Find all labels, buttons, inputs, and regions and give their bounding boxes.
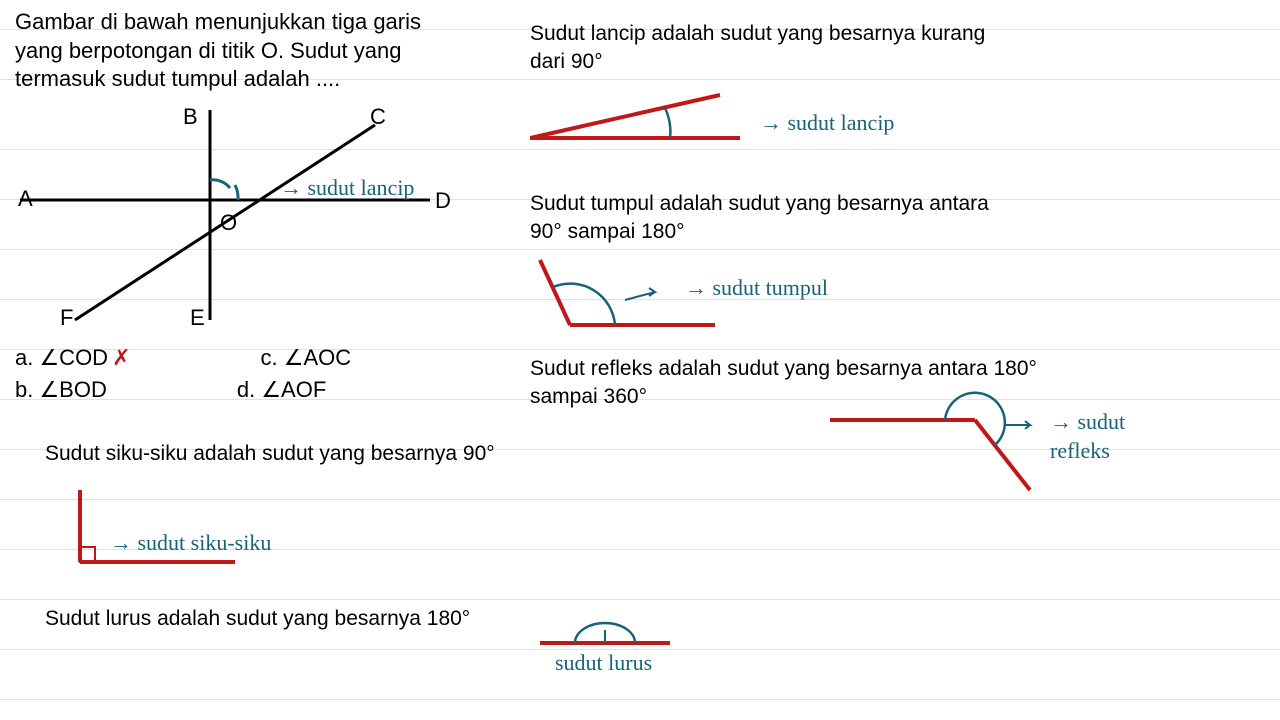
mini-lancip-diagram	[530, 90, 750, 145]
answer-a: a. ∠COD	[15, 345, 108, 370]
label-C: C	[370, 104, 386, 130]
label-D: D	[435, 188, 451, 214]
answer-d: d. ∠AOF	[237, 377, 326, 403]
answer-choices: a. ∠COD✗ c. ∠AOC b. ∠BOD d. ∠AOF	[15, 345, 351, 409]
question-text: Gambar di bawah menunjukkan tiga garis y…	[15, 8, 455, 94]
geometry-diagram: B C A D O F E	[20, 110, 450, 330]
def-lancip: Sudut lancip adalah sudut yang besarnya …	[530, 20, 1010, 77]
hand-lurus: sudut lurus	[555, 650, 652, 676]
mini-refleks-diagram	[830, 390, 1060, 500]
label-E: E	[190, 305, 205, 331]
hand-lancip: → sudut lancip	[760, 110, 894, 136]
label-A: A	[18, 186, 33, 212]
hand-sikusiku: → sudut siku-siku	[110, 530, 271, 556]
hand-refleks: → sudut refleks	[1050, 408, 1170, 465]
mini-lurus-diagram	[540, 615, 690, 655]
answer-c: c. ∠AOC	[261, 345, 352, 371]
def-sikusiku: Sudut siku-siku adalah sudut yang besarn…	[45, 440, 495, 468]
label-O: O	[220, 210, 237, 236]
cross-mark: ✗	[112, 345, 130, 370]
hand-tumpul: → sudut tumpul	[685, 275, 828, 301]
answer-b: b. ∠BOD	[15, 377, 107, 403]
def-tumpul: Sudut tumpul adalah sudut yang besarnya …	[530, 190, 1010, 247]
label-B: B	[183, 104, 198, 130]
def-lurus: Sudut lurus adalah sudut yang besarnya 1…	[45, 605, 470, 633]
label-F: F	[60, 305, 73, 331]
diagram-annotation: → sudut lancip	[280, 175, 414, 201]
